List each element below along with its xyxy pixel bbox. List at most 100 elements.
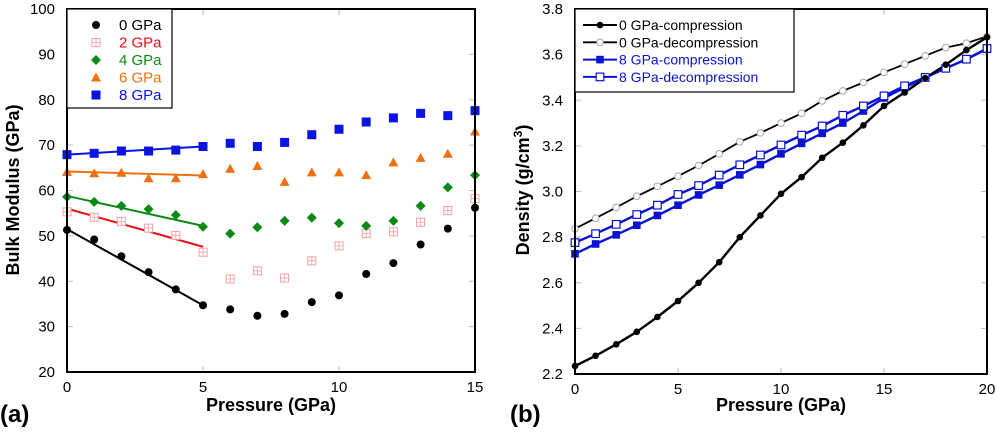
data-point-6-gpa-shape xyxy=(388,157,399,167)
data-point-0-gpa-decompression-shape xyxy=(839,87,847,95)
data-point-4-gpa xyxy=(252,222,263,233)
data-point-8-gpa-compression xyxy=(633,221,641,230)
x-tick-label: 10 xyxy=(773,381,790,398)
data-point-8-gpa-decompression-shape xyxy=(755,150,765,160)
data-point-8-gpa-compression xyxy=(859,107,868,115)
data-point-0-gpa-decompression xyxy=(962,39,971,48)
data-point-2-gpa-grid xyxy=(144,224,153,233)
data-point-8-gpa xyxy=(116,146,126,156)
data-point-0-gpa-shape xyxy=(90,235,99,244)
data-point-0-gpa-decompression xyxy=(756,129,765,137)
data-point-8-gpa-compression-shape xyxy=(694,191,703,199)
x-tick-label: 0 xyxy=(571,381,579,398)
data-point-8-gpa-decompression xyxy=(673,190,683,199)
panel-a-data-points xyxy=(62,106,480,320)
data-point-8-gpa xyxy=(171,145,181,155)
data-point-0-gpa-decompression xyxy=(694,161,703,170)
data-point-0-gpa-compression-shape xyxy=(715,258,723,266)
data-point-0-gpa-decompression-shape xyxy=(900,60,909,69)
data-point-8-gpa-shape xyxy=(307,130,317,140)
data-point-8-gpa xyxy=(388,113,398,123)
data-point-2-gpa-grid xyxy=(171,231,180,240)
data-point-0-gpa xyxy=(280,309,289,318)
data-point-0-gpa xyxy=(171,285,180,294)
x-tick-label: 20 xyxy=(979,381,996,398)
panel-b-x-axis-title: Pressure (GPa) xyxy=(716,395,846,415)
data-point-8-gpa-compression-shape xyxy=(777,150,785,158)
y-tick-label: 70 xyxy=(38,137,55,154)
data-point-0-gpa-decompression xyxy=(839,87,847,95)
data-point-2-gpa xyxy=(307,256,317,266)
panel-a-fit-lines xyxy=(66,145,204,307)
y-tick-label: 30 xyxy=(38,319,55,336)
data-point-8-gpa-decompression xyxy=(735,160,745,170)
data-point-0-gpa-decompression-shape xyxy=(756,129,765,137)
data-point-0-gpa-shape xyxy=(253,311,262,320)
data-point-8-gpa-shape xyxy=(388,113,398,123)
data-point-0-gpa-decompression-shape xyxy=(880,68,888,77)
data-point-8-gpa-compression-shape xyxy=(839,119,847,127)
data-point-8-gpa-compression xyxy=(736,171,744,179)
data-point-8-gpa-decompression xyxy=(714,170,724,180)
data-point-2-gpa xyxy=(198,247,208,257)
data-point-8-gpa-decompression-shape xyxy=(838,110,848,120)
y-tick-label: 3.4 xyxy=(542,92,563,109)
data-point-0-gpa xyxy=(416,240,425,249)
x-tick-label: 15 xyxy=(467,379,484,396)
data-point-0-gpa-shape xyxy=(117,252,126,261)
legend-label-0-gpa-decompression: 0 GPa-decompression xyxy=(619,34,758,50)
data-point-0-gpa-decompression xyxy=(880,68,888,77)
fit-line-8-gpa xyxy=(66,145,204,156)
data-point-8-gpa-decompression xyxy=(797,130,806,140)
data-point-6-gpa-shape xyxy=(116,167,127,177)
data-point-8-gpa-decompression-shape xyxy=(591,229,600,239)
data-point-2-gpa xyxy=(334,241,344,251)
data-point-8-gpa-compression-shape xyxy=(756,160,765,169)
panel-a-label: (a) xyxy=(0,401,29,428)
data-point-0-gpa xyxy=(144,268,153,277)
y-tick-label: 80 xyxy=(38,92,55,109)
data-point-0-gpa-compression-shape xyxy=(757,212,764,219)
data-point-6-gpa-shape xyxy=(334,167,344,177)
data-point-8-gpa xyxy=(198,141,208,151)
panel-a-plot-frame xyxy=(66,8,476,373)
data-point-0-gpa xyxy=(307,298,316,307)
data-point-8-gpa xyxy=(334,124,344,134)
data-point-8-gpa-compression xyxy=(591,240,600,248)
data-point-6-gpa xyxy=(442,148,453,158)
data-point-8-gpa xyxy=(225,138,235,148)
x-tick-label: 0 xyxy=(63,379,71,396)
panel-b-y-axis-title: Density (g/cm3) xyxy=(511,125,533,256)
data-point-8-gpa xyxy=(144,146,154,156)
data-point-2-gpa xyxy=(252,266,262,276)
legend-marker-0-gpa-compression xyxy=(596,21,604,29)
data-point-0-gpa-decompression xyxy=(797,109,806,118)
data-point-8-gpa-compression-shape xyxy=(591,240,600,248)
data-point-0-gpa-decompression xyxy=(818,97,827,105)
data-point-4-gpa xyxy=(116,200,127,211)
data-point-8-gpa-compression-shape xyxy=(653,211,662,220)
data-point-0-gpa-compression xyxy=(736,233,744,241)
x-tick-label: 10 xyxy=(331,379,348,396)
data-point-2-gpa xyxy=(116,216,126,226)
panel-b-y-axis-title-base: Density (g/cm xyxy=(513,137,533,255)
data-point-0-gpa-compression-shape xyxy=(654,313,661,321)
data-point-2-gpa xyxy=(280,273,290,283)
data-point-0-gpa-compression-shape xyxy=(839,139,847,146)
data-point-8-gpa-compression xyxy=(694,191,703,199)
data-point-8-gpa-decompression-shape xyxy=(879,91,889,101)
data-point-4-gpa xyxy=(388,215,399,226)
data-point-0-gpa-shape xyxy=(171,285,180,294)
data-point-8-gpa-shape xyxy=(416,108,426,118)
data-point-0-gpa-compression-shape xyxy=(695,279,702,287)
data-point-8-gpa-shape xyxy=(280,137,290,147)
y-tick-label: 2.6 xyxy=(542,275,563,292)
data-point-0-gpa-decompression-shape xyxy=(694,161,703,170)
data-point-6-gpa xyxy=(143,173,154,183)
data-point-4-gpa-shape xyxy=(306,212,317,223)
data-point-4-gpa-shape xyxy=(170,210,181,221)
data-point-0-gpa-compression-shape xyxy=(674,297,682,305)
data-point-0-gpa-decompression xyxy=(715,150,724,158)
